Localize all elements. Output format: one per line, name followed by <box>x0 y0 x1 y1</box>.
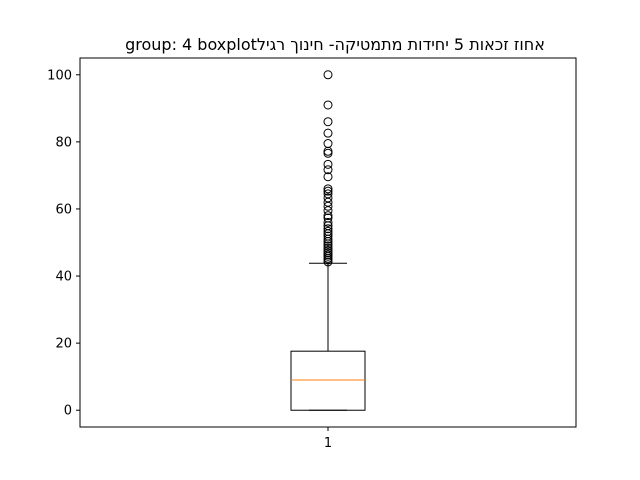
y-tick-label: 60 <box>55 202 72 217</box>
outlier-point <box>323 186 333 196</box>
outlier-point <box>323 217 333 227</box>
y-tick-label: 100 <box>47 68 72 83</box>
outlier-point <box>323 231 333 241</box>
outlier-point <box>323 70 333 80</box>
x-tick-label: 1 <box>324 436 332 451</box>
outlier-point <box>323 211 333 221</box>
outlier-point <box>323 243 333 253</box>
outlier-point <box>323 139 333 149</box>
axes-frame <box>79 57 577 428</box>
outlier-point <box>323 172 333 182</box>
outlier-point <box>323 226 333 236</box>
plot-area: 0 20 40 60 80 100 1 <box>47 57 577 451</box>
outlier-point <box>323 146 333 156</box>
outlier-point <box>323 117 333 127</box>
outlier-point <box>323 189 333 199</box>
y-tick-label: 0 <box>64 404 72 419</box>
outlier-point <box>323 213 333 223</box>
y-tick-label: 80 <box>55 135 72 150</box>
outlier-point <box>323 165 333 175</box>
outlier-point <box>323 193 333 203</box>
outlier-point <box>323 224 333 234</box>
iqr-box <box>290 350 366 411</box>
chart-title: אחוז זכאות 5 יחידות מתמטיקה- חינוך רגילg… <box>125 35 545 54</box>
outlier-point <box>323 159 333 169</box>
outlier-point <box>323 100 333 110</box>
outlier-point <box>323 184 333 194</box>
outlier-point <box>323 148 333 158</box>
y-tick-label: 40 <box>55 270 72 285</box>
outlier-point <box>323 128 333 138</box>
y-tick-label: 20 <box>55 337 72 352</box>
outlier-point <box>323 246 333 256</box>
